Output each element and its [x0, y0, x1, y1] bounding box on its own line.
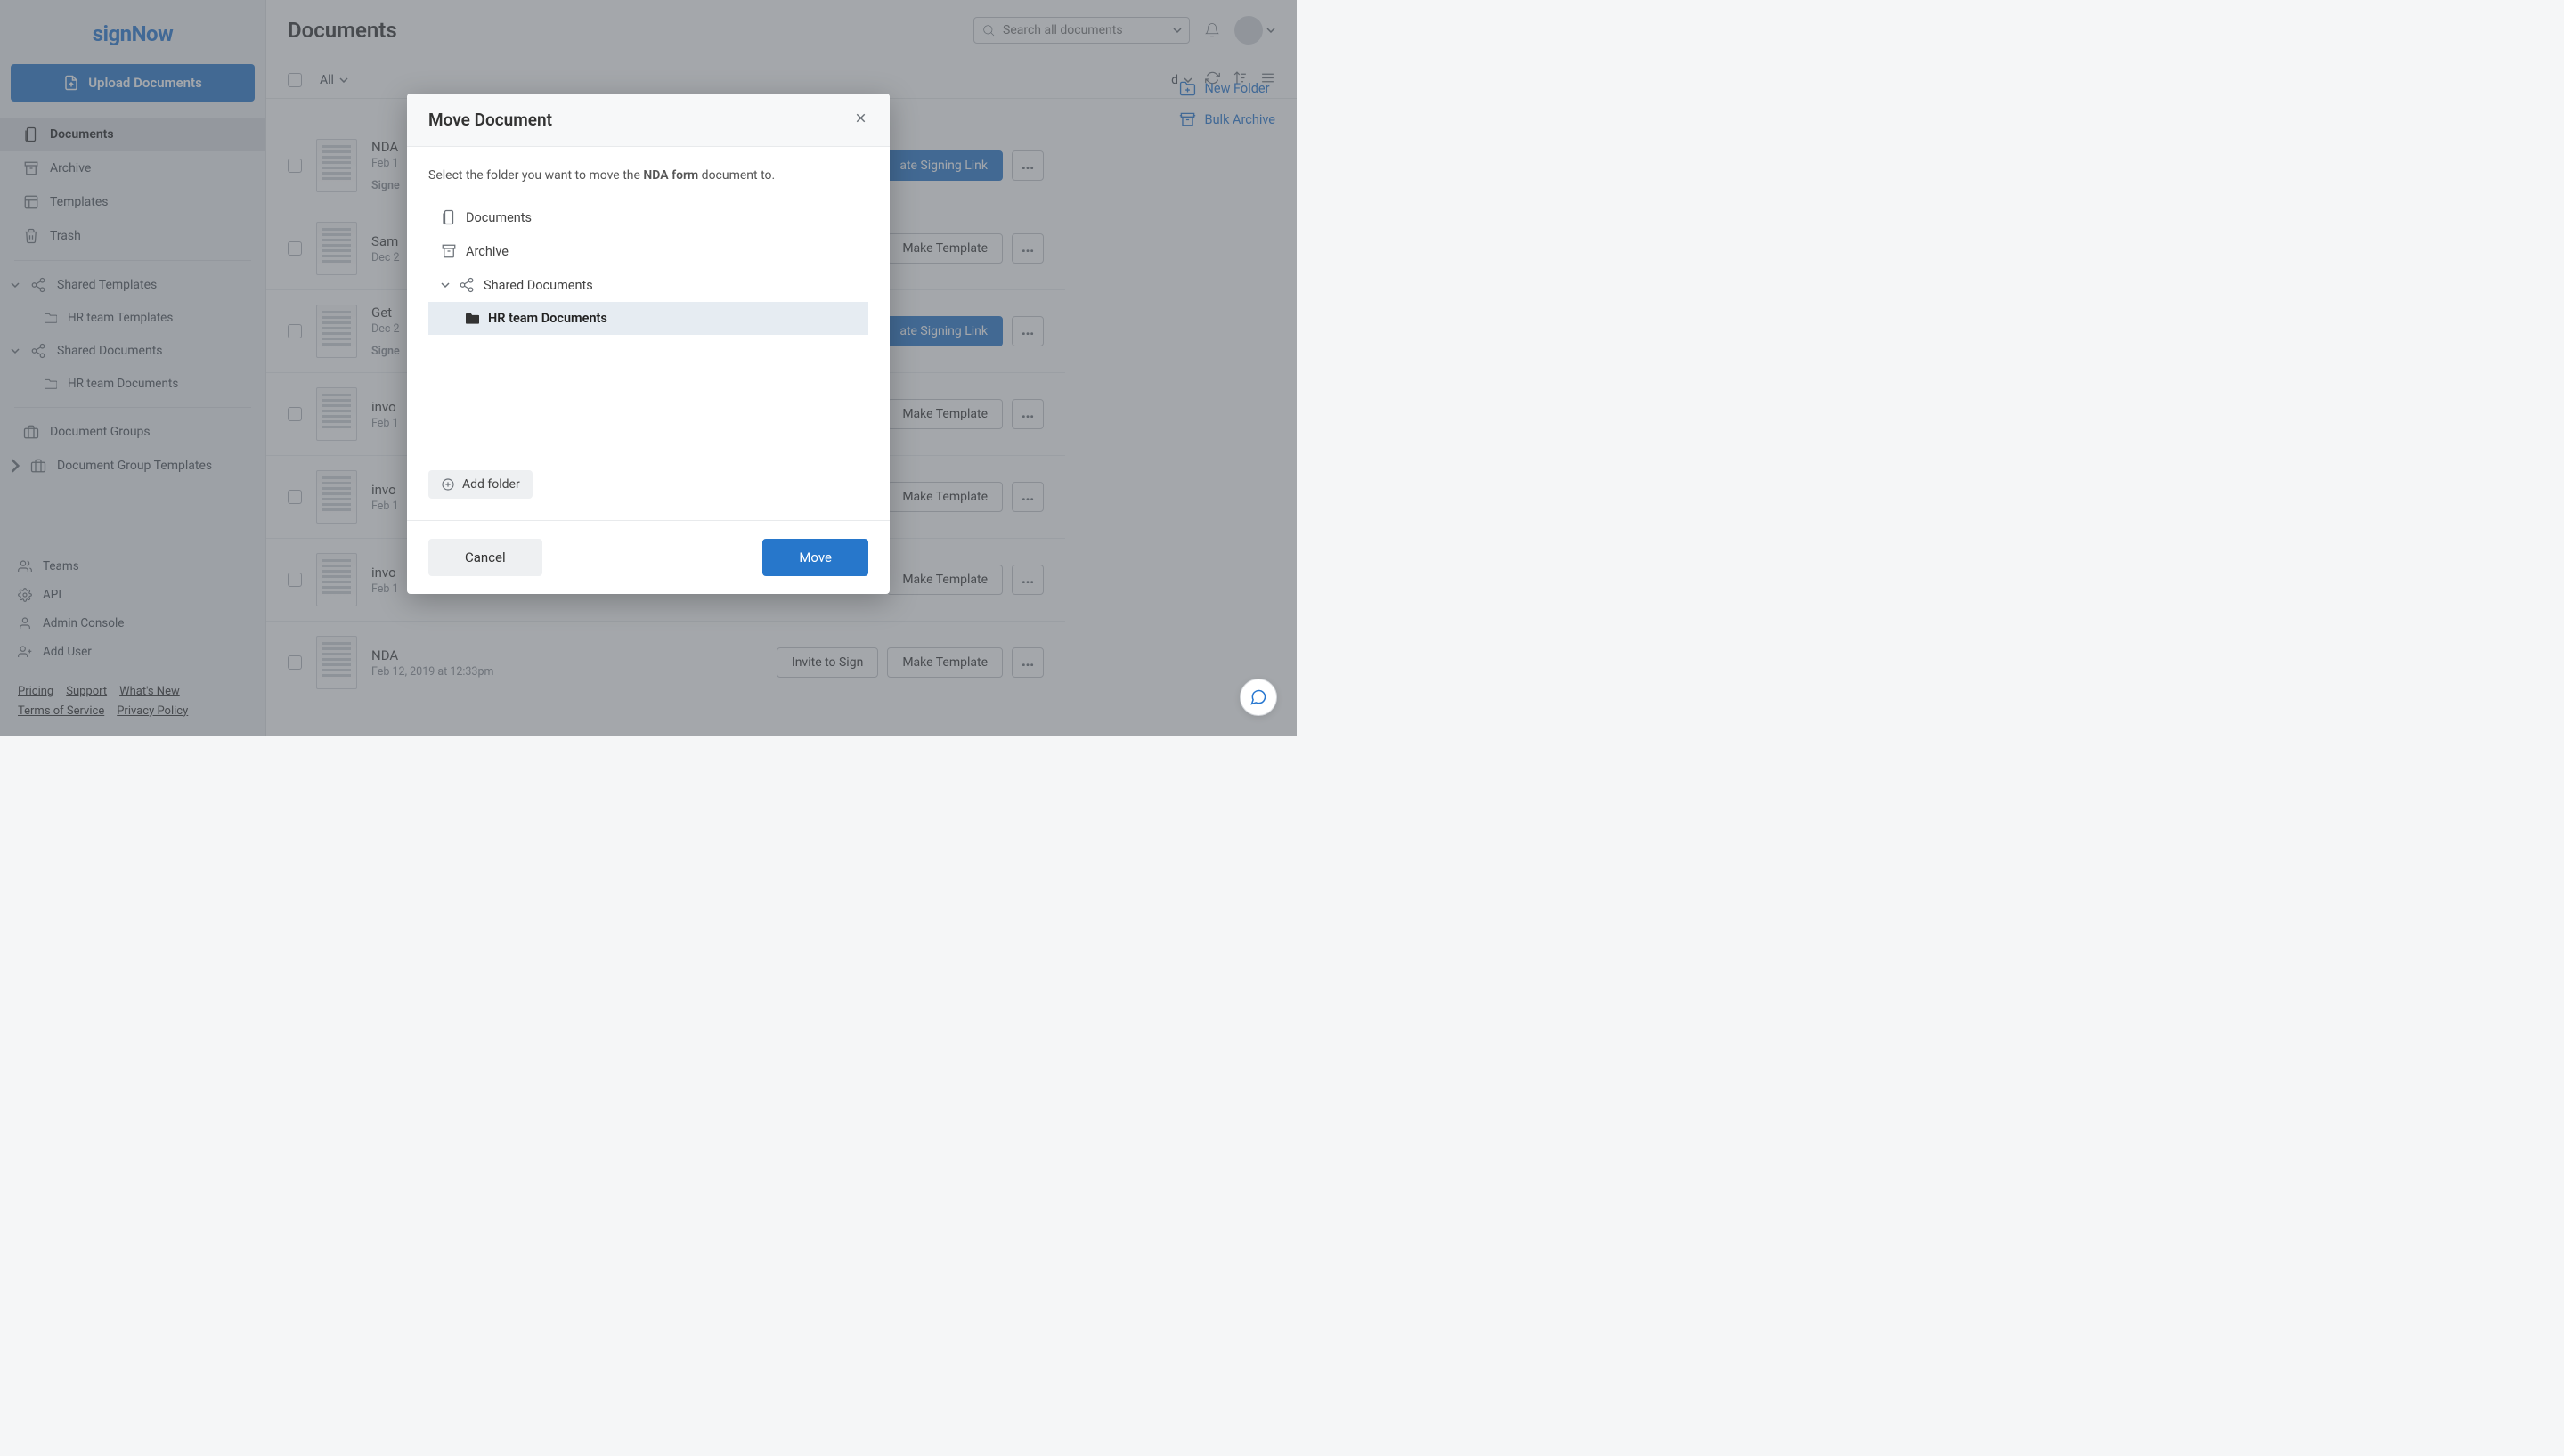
- plus-circle-icon: [441, 477, 455, 492]
- move-document-modal: Move Document Select the folder you want…: [407, 94, 890, 594]
- tree-item-hr-team-documents[interactable]: HR team Documents: [428, 302, 868, 335]
- tree-item-shared-documents[interactable]: Shared Documents: [428, 268, 868, 302]
- folder-tree: DocumentsArchiveShared DocumentsHR team …: [428, 200, 868, 335]
- modal-overlay: Move Document Select the folder you want…: [0, 0, 1297, 736]
- add-folder-button[interactable]: Add folder: [428, 470, 533, 499]
- modal-footer: Cancel Move: [407, 520, 890, 594]
- close-icon: [853, 110, 868, 126]
- add-folder-label: Add folder: [462, 477, 520, 492]
- modal-header: Move Document: [407, 94, 890, 147]
- chat-icon: [1249, 688, 1267, 706]
- modal-body: Select the folder you want to move the N…: [407, 147, 890, 520]
- tree-item-archive[interactable]: Archive: [428, 234, 868, 268]
- cancel-button[interactable]: Cancel: [428, 539, 542, 576]
- chat-fab[interactable]: [1240, 679, 1277, 716]
- tree-item-documents[interactable]: Documents: [428, 200, 868, 234]
- modal-hint: Select the folder you want to move the N…: [428, 168, 868, 183]
- modal-title: Move Document: [428, 110, 853, 130]
- move-button[interactable]: Move: [762, 539, 868, 576]
- close-button[interactable]: [853, 110, 868, 129]
